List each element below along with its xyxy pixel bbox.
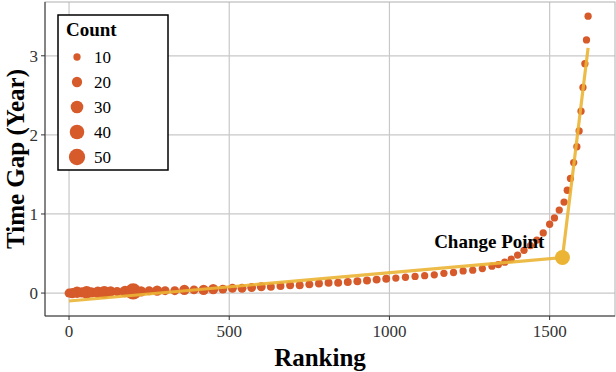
change-point	[555, 250, 570, 265]
annotation: Change Point	[434, 231, 545, 252]
point	[334, 279, 342, 287]
plot-frame	[45, 2, 615, 316]
grid-line	[389, 2, 390, 316]
y-tick-label: 3	[30, 47, 39, 66]
point	[556, 206, 563, 213]
y-axis-title: Time Gap (Year)	[2, 69, 30, 249]
point	[560, 198, 567, 205]
legend-box	[58, 15, 168, 170]
legend-label: 10	[94, 48, 111, 67]
legend-title: Count	[66, 19, 117, 40]
point	[546, 221, 553, 228]
x-tick	[69, 316, 70, 320]
x-tick-label: 1000	[372, 322, 406, 341]
y-tick	[41, 55, 45, 56]
grid-line	[45, 213, 615, 214]
x-axis-title: Ranking	[274, 344, 366, 371]
x-axis-line	[45, 316, 615, 317]
y-tick	[41, 134, 45, 135]
point	[402, 274, 409, 281]
y-tick-label: 1	[30, 205, 39, 224]
point	[583, 36, 590, 43]
point	[353, 277, 361, 285]
legend-label: 50	[94, 148, 111, 167]
legend-marker	[70, 125, 85, 140]
point	[551, 214, 558, 221]
point	[421, 272, 428, 279]
background	[0, 0, 616, 372]
legend-marker	[73, 53, 80, 60]
point	[382, 275, 390, 283]
y-axis-line	[45, 2, 46, 316]
legend-label: 20	[94, 73, 111, 92]
point	[469, 266, 476, 273]
y-tick-label: 2	[30, 126, 39, 145]
point	[440, 270, 447, 277]
x-tick-label: 0	[65, 322, 74, 341]
point	[584, 13, 591, 20]
point	[450, 269, 457, 276]
point	[344, 278, 352, 286]
legend-marker	[71, 101, 84, 114]
legend-label: 30	[94, 98, 111, 117]
legend-marker	[69, 149, 85, 165]
point	[363, 276, 371, 284]
grid-line	[549, 2, 550, 316]
point	[514, 251, 521, 258]
y-tick-label: 0	[30, 284, 39, 303]
point	[373, 276, 381, 284]
point	[325, 279, 333, 287]
chart: 0 500 1000 1500 0 1 2 3 Ranking Time Gap (Year) Ch…	[0, 0, 616, 372]
legend-marker	[72, 77, 82, 87]
point	[392, 274, 399, 281]
y-tick	[41, 213, 45, 214]
legend-label: 40	[94, 123, 111, 142]
x-tick-label: 1500	[533, 322, 567, 341]
y-tick	[41, 293, 45, 294]
point	[459, 267, 466, 274]
x-tick	[229, 316, 230, 320]
x-tick	[389, 316, 390, 320]
point	[431, 271, 438, 278]
point	[411, 273, 418, 280]
grid-line	[229, 2, 230, 316]
x-tick	[549, 316, 550, 320]
x-tick-label: 500	[216, 322, 242, 341]
